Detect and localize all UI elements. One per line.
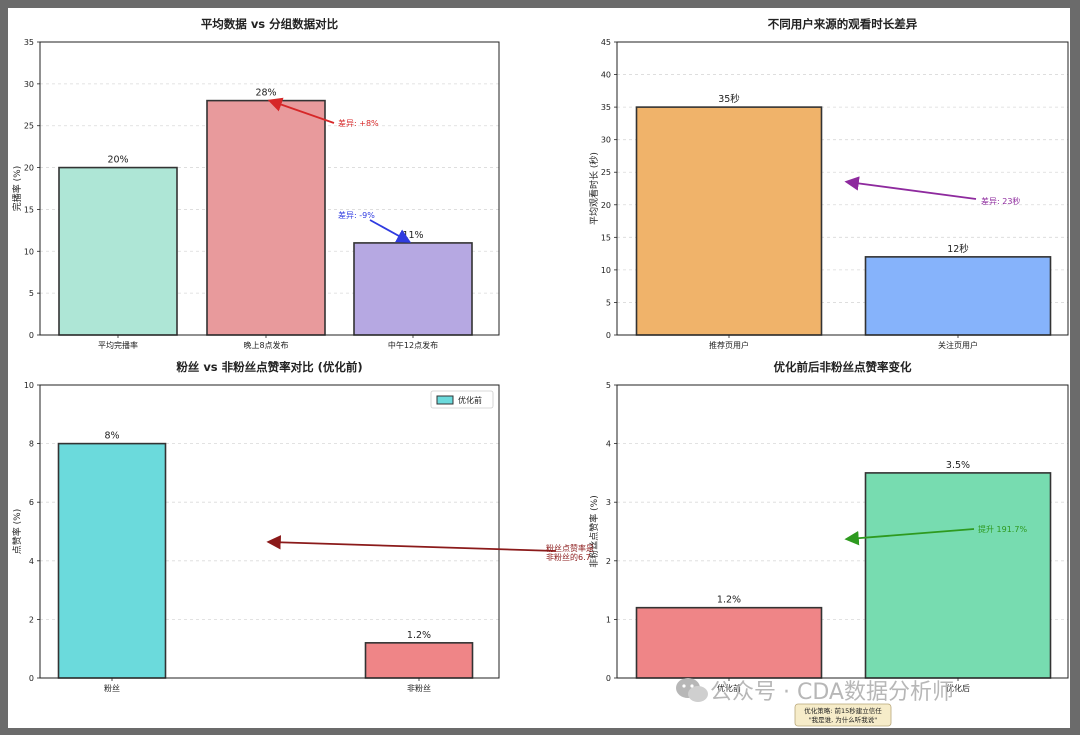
bar-1 bbox=[635, 106, 823, 336]
data-label: 28% bbox=[255, 88, 276, 99]
y-axis-label: 点赞率 (%) bbox=[11, 509, 23, 554]
wechat-icon bbox=[676, 678, 708, 702]
x-tick-label: 平均完播率 bbox=[98, 340, 138, 350]
x-tick-label: 关注页用户 bbox=[938, 340, 978, 350]
y-tick-label: 25 bbox=[601, 168, 611, 177]
x-tick-label: 粉丝 bbox=[104, 683, 120, 693]
c4-note-line2: "我是谁, 为什么听我说" bbox=[809, 715, 878, 724]
y-tick-label: 35 bbox=[24, 38, 34, 47]
legend-label: 优化前 bbox=[458, 395, 482, 405]
data-label: 12秒 bbox=[947, 243, 969, 255]
c1-annotation-diff-plus: 差异: +8% bbox=[338, 118, 379, 128]
y-tick-label: 6 bbox=[29, 498, 34, 507]
y-tick-label: 30 bbox=[601, 136, 611, 145]
bar-2 bbox=[364, 642, 474, 679]
figure-canvas: 0 5 10 15 20 25 30 35 20% 平均完播率 28% 晚上8点发布 11% 中午12点发… bbox=[8, 8, 1070, 728]
bar-2 bbox=[864, 256, 1052, 336]
y-tick-label: 5 bbox=[606, 381, 611, 390]
c3-annotation-line1: 粉丝点赞率是 bbox=[546, 543, 594, 553]
y-tick-label: 4 bbox=[606, 440, 611, 449]
bar-1 bbox=[57, 442, 167, 679]
data-label: 3.5% bbox=[946, 460, 970, 471]
c3-arrow-ratio bbox=[266, 535, 557, 552]
c1-arrow-diff-plus bbox=[267, 97, 335, 124]
c2-arrow-diff bbox=[844, 176, 977, 200]
c1-arrow-diff-minus bbox=[369, 219, 412, 243]
y-tick-label: 45 bbox=[601, 38, 611, 47]
y-tick-label: 5 bbox=[29, 289, 34, 298]
y-tick-label: 4 bbox=[29, 557, 34, 566]
data-label: 8% bbox=[104, 431, 119, 442]
x-tick-label: 非粉丝 bbox=[407, 683, 431, 693]
y-tick-label: 0 bbox=[606, 331, 611, 340]
y-tick-label: 10 bbox=[601, 266, 611, 275]
data-label: 20% bbox=[107, 155, 128, 166]
c3-annotation-line2: 非粉丝的6.7 bbox=[546, 552, 591, 562]
watermark: 公众号 · CDA数据分析师 bbox=[676, 678, 954, 705]
x-tick-label: 优化前 bbox=[717, 683, 741, 693]
y-tick-label: 30 bbox=[24, 80, 34, 89]
data-label: 35秒 bbox=[718, 93, 740, 105]
chart-figure: 0510152025303520%平均完播率28%晚上8点发布11%中午12点发… bbox=[11, 17, 1069, 727]
data-label: 1.2% bbox=[407, 630, 431, 641]
y-tick-label: 2 bbox=[29, 615, 34, 624]
axes-frame bbox=[616, 41, 1069, 336]
chart-1: 0 5 10 15 20 25 30 35 20% 平均完播率 28% 晚上8点发布 11% 中午12点发… bbox=[11, 17, 500, 350]
watermark-text: 公众号 · CDA数据分析师 bbox=[710, 680, 954, 705]
y-axis-label: 平均观看时长 (秒) bbox=[588, 152, 600, 225]
chart-title: 平均数据 vs 分组数据对比 bbox=[201, 17, 339, 31]
y-tick-label: 2 bbox=[606, 557, 611, 566]
x-tick-label: 晚上8点发布 bbox=[243, 340, 288, 350]
y-tick-label: 1 bbox=[606, 615, 611, 624]
bar-3 bbox=[353, 242, 473, 336]
y-tick-label: 0 bbox=[29, 331, 34, 340]
data-label: 1.2% bbox=[717, 595, 741, 606]
axes-frame bbox=[39, 41, 500, 336]
c4-arrow-increase bbox=[844, 528, 975, 546]
y-tick-label: 20 bbox=[24, 164, 34, 173]
bar-2 bbox=[206, 99, 326, 336]
chart-title: 粉丝 vs 非粉丝点赞率对比 (优化前) bbox=[176, 360, 362, 374]
y-tick-label: 25 bbox=[24, 122, 34, 131]
y-tick-label: 5 bbox=[606, 298, 611, 307]
x-tick-label: 优化后 bbox=[946, 683, 970, 693]
bar-1 bbox=[635, 606, 823, 679]
x-tick-label: 中午12点发布 bbox=[388, 340, 438, 350]
y-tick-label: 0 bbox=[606, 674, 611, 683]
axes-frame bbox=[616, 384, 1069, 679]
legend-swatch bbox=[436, 395, 454, 405]
c4-note-line1: 优化策略: 前15秒建立信任 bbox=[804, 706, 882, 715]
c4-note-box bbox=[794, 703, 892, 727]
y-tick-label: 15 bbox=[601, 233, 611, 242]
data-label: 11% bbox=[402, 230, 423, 241]
bar-2 bbox=[864, 472, 1052, 679]
y-tick-label: 20 bbox=[601, 201, 611, 210]
chart-3: 0 2 4 6 8 10 8% 粉丝 1.2% 非粉丝 粉丝 vs 非粉丝点赞率对比 (优化前) 点赞… bbox=[11, 360, 500, 693]
y-tick-label: 15 bbox=[24, 205, 34, 214]
y-tick-label: 3 bbox=[606, 498, 611, 507]
y-axis-label: 完播率 (%) bbox=[11, 166, 23, 211]
axes-frame bbox=[39, 384, 500, 679]
y-tick-label: 10 bbox=[24, 381, 34, 390]
y-tick-label: 40 bbox=[601, 71, 611, 80]
c2-annotation-diff: 差异: 23秒 bbox=[981, 196, 1020, 206]
chart-title: 优化前后非粉丝点赞率变化 bbox=[774, 360, 912, 374]
y-tick-label: 0 bbox=[29, 674, 34, 683]
y-tick-label: 35 bbox=[601, 103, 611, 112]
x-tick-label: 推荐页用户 bbox=[709, 340, 749, 350]
bar-1 bbox=[58, 166, 178, 336]
y-tick-label: 8 bbox=[29, 440, 34, 449]
y-axis-label: 非粉丝点赞率 (%) bbox=[588, 495, 600, 567]
chart-title: 不同用户来源的观看时长差异 bbox=[768, 17, 918, 31]
c1-annotation-diff-minus: 差异: -9% bbox=[338, 210, 375, 220]
c4-annotation-increase: 提升 191.7% bbox=[978, 524, 1027, 534]
y-tick-label: 10 bbox=[24, 247, 34, 256]
